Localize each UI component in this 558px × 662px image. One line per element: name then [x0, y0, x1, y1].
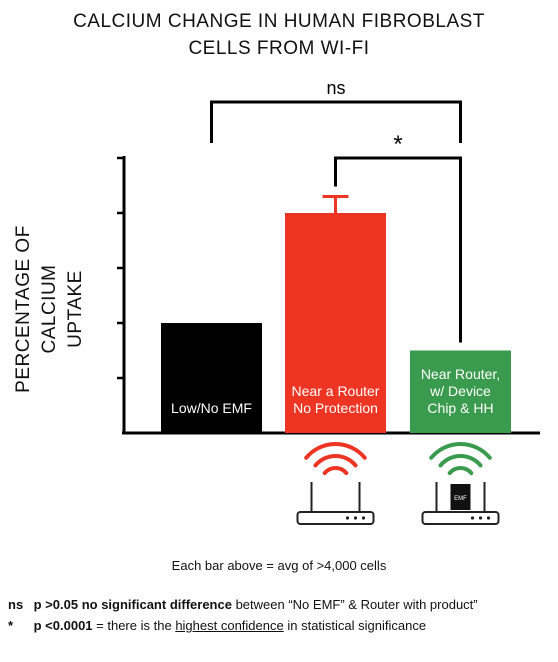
chart-title-line1: CALCIUM CHANGE IN HUMAN FIBROBLAST: [73, 11, 485, 32]
bar-label-0-0: Low/No EMF: [171, 400, 252, 416]
router-icon-1: [296, 442, 375, 525]
bar-label-2-1: w/ Device: [429, 383, 491, 399]
wifi-arc-mid-2: [438, 454, 483, 468]
emf-chip-label-2: EMF: [454, 496, 467, 502]
router-led-b-1: [353, 516, 358, 520]
router-led-a-2: [470, 516, 475, 520]
bar-label-1-1: No Protection: [293, 400, 378, 416]
note-star-symbol: *: [8, 618, 14, 633]
bar-label-2-2: Chip & HH: [427, 400, 493, 416]
bracket-1: [334, 156, 462, 343]
bar-2: [410, 350, 511, 433]
note-star-emphasis: highest confidence: [175, 618, 284, 633]
wifi-arc-outer-1: [304, 442, 367, 460]
note-ns-symbol: ns: [8, 597, 24, 612]
router-body-1: [296, 511, 375, 525]
wifi-arc-inner-2: [447, 466, 474, 476]
note-star-p: p <0.0001: [33, 618, 93, 633]
bracket-label-1: *: [393, 131, 402, 158]
router-led-c-2: [486, 516, 491, 520]
emf-chip-2: [450, 484, 471, 510]
note-ns-meaning: no significant difference: [81, 597, 232, 612]
bar-label-2-0: Near Router,: [421, 366, 500, 382]
note-star-text: = there is the: [96, 618, 172, 633]
router-led-a-1: [345, 516, 350, 520]
note-ns-detail: between “No EMF” & Router with product”: [235, 597, 478, 612]
note-star: * p <0.0001 = there is the highest confi…: [8, 618, 426, 633]
note-star-tail: in statistical significance: [287, 618, 427, 633]
router-body-2: [421, 511, 500, 525]
router-led-b-2: [478, 516, 483, 520]
chart-title: CALCIUM CHANGE IN HUMAN FIBROBLAST CELLS…: [0, 8, 558, 62]
bar-label-1-0: Near a Router: [292, 383, 380, 399]
router-icon-2: EMF: [421, 442, 500, 525]
bar-0: [161, 323, 262, 433]
wifi-arc-mid-1: [313, 454, 358, 468]
chart-caption: Each bar above = avg of >4,000 cells: [171, 558, 387, 573]
bar-1: [285, 213, 386, 433]
note-ns: ns p >0.05 no significant difference bet…: [8, 597, 478, 612]
note-ns-p: p >0.05: [33, 597, 79, 612]
bracket-0: [210, 100, 462, 143]
router-led-c-1: [361, 516, 366, 520]
wifi-arc-inner-1: [322, 466, 349, 476]
bracket-label-0: ns: [326, 78, 345, 98]
chart-title-line2: CELLS FROM WI-FI: [188, 38, 370, 59]
wifi-arc-outer-2: [429, 442, 492, 460]
